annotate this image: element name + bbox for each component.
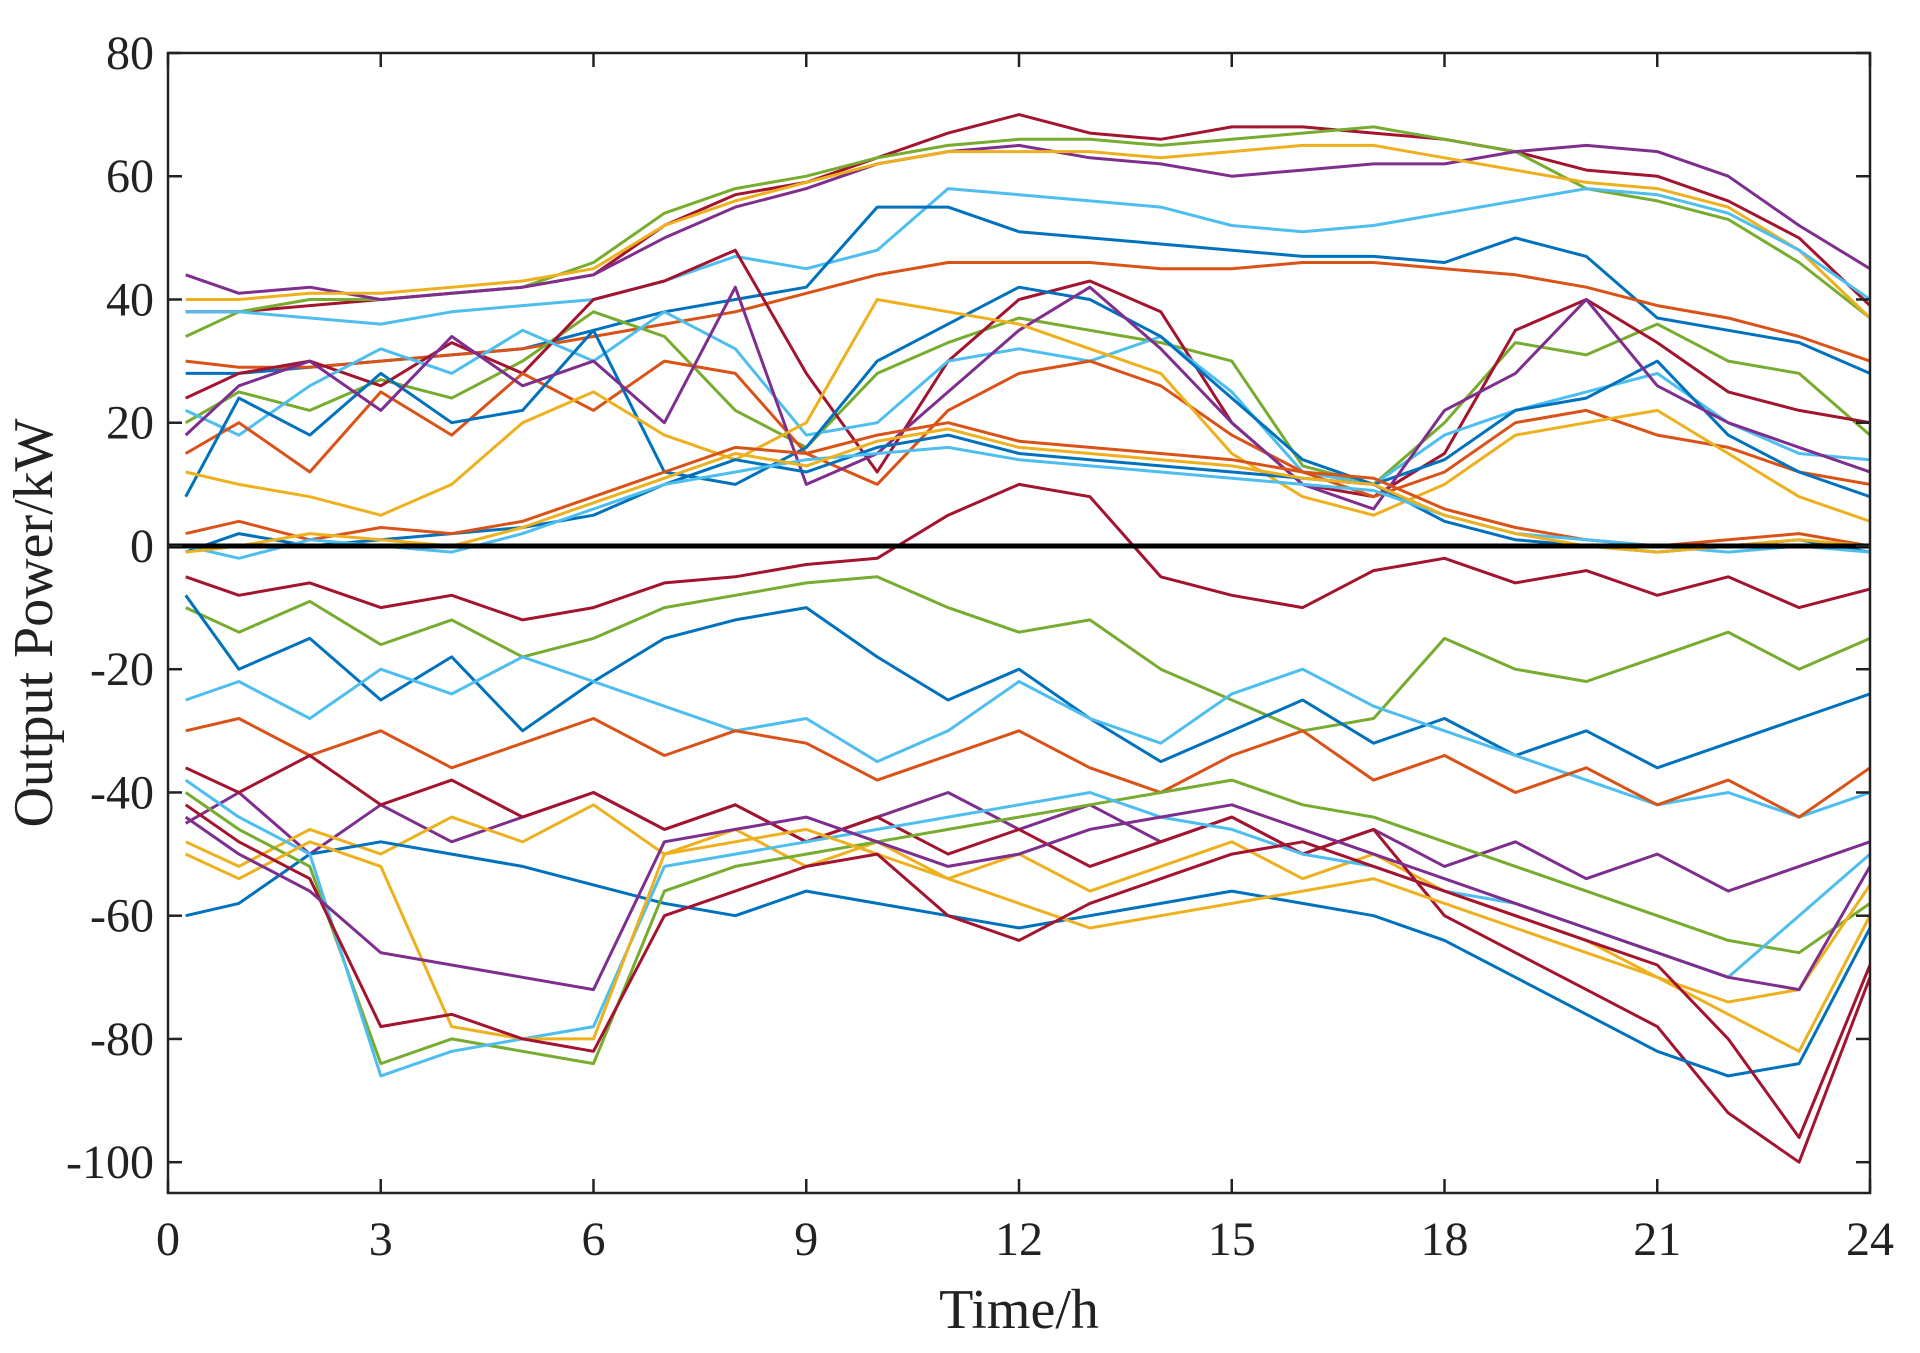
series-line-3 [185,143,1870,301]
x-tick-label: 3 [369,1213,393,1266]
series-line-11 [184,359,1870,499]
series-line-22 [185,655,1870,819]
y-tick-label: -60 [90,890,154,943]
series-line-8 [184,310,1870,486]
series-line-28 [184,778,1870,1066]
series-line-25 [185,803,1870,1053]
x-tick-label: 24 [1846,1213,1894,1266]
y-tick-label: 60 [106,150,154,203]
series-line-19 [185,482,1870,622]
series-line-23 [185,717,1870,819]
y-tick-label: -40 [90,766,154,819]
plot-frame [166,51,1872,1195]
y-tick-label: -100 [66,1136,154,1189]
series-line-12 [184,285,1870,499]
series-line-26 [185,754,1870,1164]
series-line-15 [185,433,1870,554]
series-line-30 [185,827,1870,1041]
x-axis-ticks: 0 3 6 9 12 15 18 21 24 [156,53,1894,1266]
x-tick-label: 18 [1421,1213,1469,1266]
x-axis-title: Time/h [939,1279,1099,1341]
y-axis-ticks: -100 -80 -60 -40 -20 0 20 40 60 80 [66,27,1870,1189]
y-tick-label: 40 [106,273,154,326]
series-line-16 [185,421,1870,548]
series-line-7 [185,261,1870,369]
y-tick-label: 20 [106,397,154,450]
series-line-31 [184,803,1870,1139]
y-tick-label: 0 [130,520,154,573]
x-tick-label: 0 [156,1213,180,1266]
x-tick-label: 9 [794,1213,818,1266]
series-line-10 [185,310,1870,486]
series-line-14 [185,298,1870,523]
series-line-4 [185,143,1870,320]
y-tick-label: -80 [90,1013,154,1066]
series-line-5 [185,187,1870,326]
series-line-17 [185,445,1870,560]
series-lines [184,113,1870,1164]
y-tick-label: -20 [90,643,154,696]
series-line-24 [184,791,1870,893]
series-line-32 [184,803,1870,992]
x-tick-label: 12 [995,1213,1043,1266]
series-line-27 [185,840,1870,1078]
x-tick-label: 6 [582,1213,606,1266]
x-tick-label: 15 [1208,1213,1256,1266]
series-line-20 [185,575,1870,733]
series-line-13 [184,285,1870,511]
x-tick-label: 21 [1633,1213,1681,1266]
y-axis-title: Output Power/kW [3,418,65,827]
series-line-21 [184,594,1870,770]
y-tick-label: 80 [106,27,154,80]
